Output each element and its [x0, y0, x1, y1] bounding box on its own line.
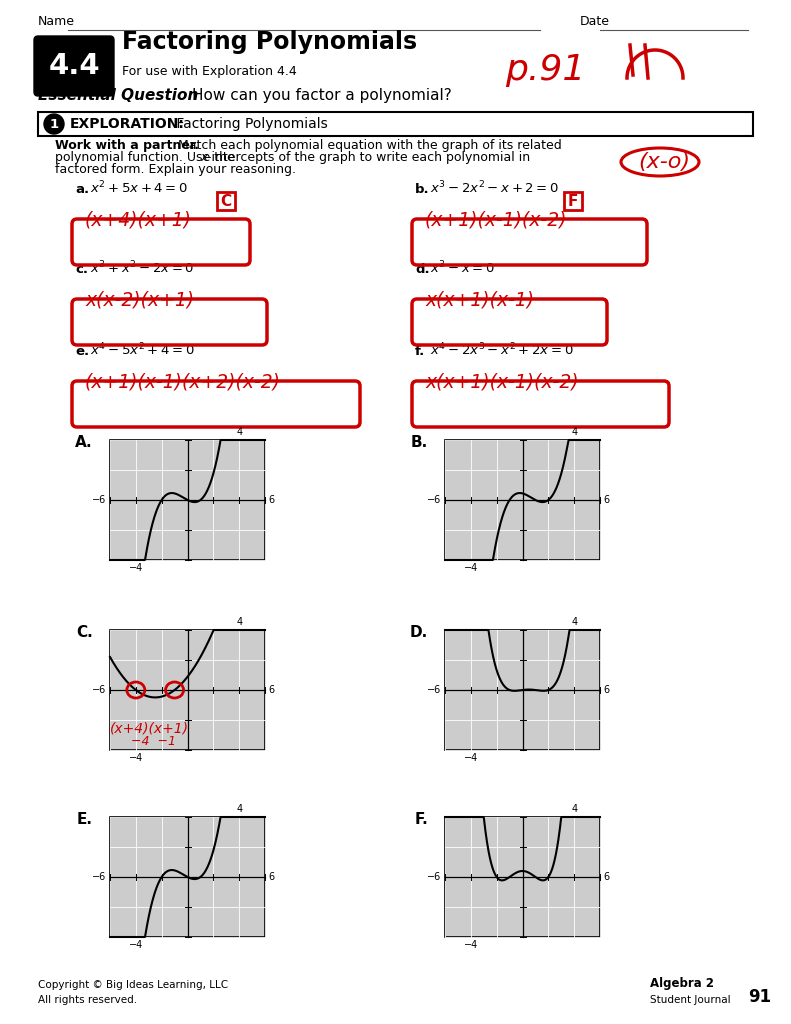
Text: c.: c. [75, 263, 88, 276]
Text: −4: −4 [129, 753, 143, 763]
Text: (x-o): (x-o) [638, 152, 690, 172]
Text: −4  −1: −4 −1 [131, 735, 176, 748]
Text: Factoring Polynomials: Factoring Polynomials [122, 30, 417, 54]
Text: $x^4 - 2x^3 - x^2 + 2x = 0$: $x^4 - 2x^3 - x^2 + 2x = 0$ [430, 341, 573, 358]
Text: 6: 6 [603, 685, 609, 695]
Text: (x+1)(x-1)(x+2)(x-2): (x+1)(x-1)(x+2)(x-2) [85, 373, 281, 391]
Bar [110, 440, 265, 560]
Text: 4.4: 4.4 [48, 52, 100, 80]
Text: 6: 6 [268, 495, 274, 505]
Text: −4: −4 [129, 940, 143, 950]
Text: Factoring Polynomials: Factoring Polynomials [172, 117, 327, 131]
Text: (x+1)(x-1)(x-2): (x+1)(x-1)(x-2) [425, 211, 567, 229]
Text: Date: Date [580, 15, 610, 28]
Text: EXPLORATION:: EXPLORATION: [70, 117, 185, 131]
Text: -intercepts of the graph to write each polynomial in: -intercepts of the graph to write each p… [207, 151, 530, 164]
Text: −4: −4 [464, 563, 478, 573]
Text: A.: A. [75, 435, 93, 450]
Text: 6: 6 [603, 872, 609, 882]
Text: (x+4)(x+1): (x+4)(x+1) [85, 211, 192, 229]
Text: 4: 4 [236, 617, 242, 627]
Text: F: F [568, 194, 578, 209]
Text: Name: Name [38, 15, 75, 28]
Text: Essential Question: Essential Question [38, 88, 199, 103]
Bar [38, 112, 753, 136]
Text: Student Journal: Student Journal [650, 995, 731, 1005]
Circle shape [44, 114, 64, 134]
Bar [445, 440, 600, 560]
Bar [564, 193, 582, 210]
Text: How can you factor a polynomial?: How can you factor a polynomial? [192, 88, 452, 103]
Text: x(x+1)(x-1): x(x+1)(x-1) [425, 291, 534, 309]
Text: B.: B. [411, 435, 428, 450]
Text: polynomial function. Use the: polynomial function. Use the [55, 151, 239, 164]
Text: 4: 4 [236, 804, 242, 814]
Text: −4: −4 [464, 753, 478, 763]
Text: e.: e. [75, 345, 89, 358]
Text: For use with Exploration 4.4: For use with Exploration 4.4 [122, 65, 297, 78]
Bar [110, 817, 265, 937]
FancyBboxPatch shape [34, 36, 114, 96]
Text: (x+4)(x+1): (x+4)(x+1) [110, 722, 189, 736]
Text: −4: −4 [129, 563, 143, 573]
Text: −6: −6 [92, 872, 106, 882]
Text: b.: b. [415, 183, 430, 196]
Text: −6: −6 [427, 872, 441, 882]
Text: f.: f. [415, 345, 426, 358]
Text: 6: 6 [268, 872, 274, 882]
Text: 6: 6 [603, 495, 609, 505]
Text: D.: D. [410, 625, 428, 640]
Bar [110, 630, 265, 750]
Text: C.: C. [76, 625, 93, 640]
Text: 4: 4 [571, 617, 577, 627]
Text: $x^4 - 5x^2 + 4 = 0$: $x^4 - 5x^2 + 4 = 0$ [90, 341, 195, 358]
Bar [217, 193, 235, 210]
Text: −6: −6 [92, 495, 106, 505]
Text: E.: E. [77, 812, 93, 827]
Text: x: x [200, 151, 207, 164]
Text: x(x-2)(x+1): x(x-2)(x+1) [85, 291, 194, 309]
Text: 6: 6 [268, 685, 274, 695]
Text: Work with a partner.: Work with a partner. [55, 139, 199, 152]
Text: Copyright © Big Ideas Learning, LLC: Copyright © Big Ideas Learning, LLC [38, 980, 228, 990]
Text: 4: 4 [236, 427, 242, 437]
Text: Match each polynomial equation with the graph of its related: Match each polynomial equation with the … [178, 139, 562, 152]
Bar [445, 817, 600, 937]
Text: p.91: p.91 [505, 53, 585, 87]
Text: x(x+1)(x-1)(x-2): x(x+1)(x-1)(x-2) [425, 373, 579, 391]
Text: 91: 91 [748, 988, 771, 1006]
Text: d.: d. [415, 263, 430, 276]
Text: $x^2 + 5x + 4 = 0$: $x^2 + 5x + 4 = 0$ [90, 179, 188, 196]
Text: $x^3 + x^2 - 2x = 0$: $x^3 + x^2 - 2x = 0$ [90, 259, 195, 276]
Text: −6: −6 [427, 685, 441, 695]
Text: $x^3 - x = 0$: $x^3 - x = 0$ [430, 259, 495, 276]
Text: Algebra 2: Algebra 2 [650, 977, 714, 990]
Text: 1: 1 [49, 118, 59, 130]
Text: −6: −6 [92, 685, 106, 695]
Text: $x^3 - 2x^2 - x + 2 = 0$: $x^3 - 2x^2 - x + 2 = 0$ [430, 179, 559, 196]
Text: 4: 4 [571, 427, 577, 437]
Text: −4: −4 [464, 940, 478, 950]
Bar [445, 630, 600, 750]
Text: a.: a. [75, 183, 89, 196]
Text: All rights reserved.: All rights reserved. [38, 995, 137, 1005]
Text: F.: F. [414, 812, 428, 827]
Text: C: C [221, 194, 232, 209]
Text: −6: −6 [427, 495, 441, 505]
Text: factored form. Explain your reasoning.: factored form. Explain your reasoning. [55, 163, 296, 176]
Text: 4: 4 [571, 804, 577, 814]
